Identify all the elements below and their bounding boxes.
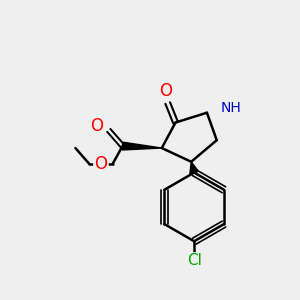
Text: O: O — [159, 82, 172, 100]
Text: O: O — [94, 155, 107, 173]
Polygon shape — [122, 142, 162, 150]
Text: NH: NH — [221, 101, 242, 115]
Text: Cl: Cl — [187, 254, 202, 268]
Polygon shape — [190, 162, 198, 174]
Text: O: O — [91, 117, 103, 135]
